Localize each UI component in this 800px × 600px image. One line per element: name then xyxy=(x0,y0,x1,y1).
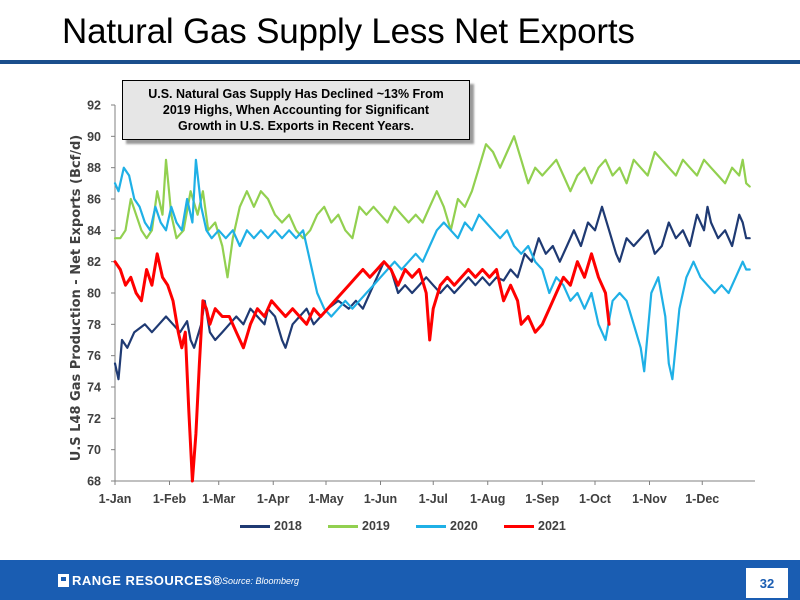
series-line-2019 xyxy=(113,135,751,279)
company-logo: RANGE RESOURCES® xyxy=(58,573,223,588)
series-line-2021 xyxy=(113,252,611,483)
chart-series-lines xyxy=(113,135,751,483)
x-tick-label: 1-Apr xyxy=(257,492,290,506)
series-line-2020 xyxy=(113,158,751,381)
x-tick-label: 1-Jul xyxy=(419,492,448,506)
legend-label: 2019 xyxy=(362,519,390,533)
chart-axes: 68 70 72 74 76 78 80 82 84 86 88 90 92 1-Jan 1-Feb 1-Ma… xyxy=(87,99,755,506)
source-note: Source: Bloomberg xyxy=(222,576,300,586)
y-tick-label: 88 xyxy=(87,161,101,175)
y-tick-label: 82 xyxy=(87,255,101,269)
series-line-2018 xyxy=(113,205,751,381)
y-tick-label: 92 xyxy=(87,99,101,113)
legend-item-2020: 2020 xyxy=(416,519,504,533)
callout-line-1: U.S. Natural Gas Supply Has Declined ~13… xyxy=(148,87,444,101)
x-tick-label: 1-Sep xyxy=(525,492,559,506)
x-tick-label: 1-Dec xyxy=(685,492,719,506)
x-tick-label: 1-Jun xyxy=(364,492,397,506)
title-underline xyxy=(0,60,800,64)
chart-legend: 2018 2019 2020 2021 xyxy=(240,519,592,533)
page-number: 32 xyxy=(746,568,788,598)
legend-swatch xyxy=(504,524,534,528)
x-tick-label: 1-Jan xyxy=(99,492,132,506)
legend-item-2018: 2018 xyxy=(240,519,328,533)
legend-label: 2020 xyxy=(450,519,478,533)
x-tick-label: 1-Mar xyxy=(202,492,235,506)
range-logo-icon xyxy=(58,574,69,587)
y-tick-label: 78 xyxy=(87,318,101,332)
footer-bar: RANGE RESOURCES® Source: Bloomberg xyxy=(0,560,800,600)
slide-title: Natural Gas Supply Less Net Exports xyxy=(62,12,635,51)
y-axis-label: U.S L48 Gas Production - Net Exports (Bc… xyxy=(69,135,84,461)
x-tick-label: 1-May xyxy=(308,492,343,506)
x-tick-label: 1-Oct xyxy=(579,492,612,506)
legend-label: 2018 xyxy=(274,519,302,533)
x-tick-label: 1-Aug xyxy=(470,492,505,506)
y-tick-label: 80 xyxy=(87,287,101,301)
legend-swatch xyxy=(416,524,446,528)
y-tick-label: 70 xyxy=(87,443,101,457)
company-name: RANGE RESOURCES® xyxy=(72,573,223,588)
legend-item-2019: 2019 xyxy=(328,519,416,533)
y-tick-label: 86 xyxy=(87,193,101,207)
callout-line-3: Growth in U.S. Exports in Recent Years. xyxy=(178,119,414,133)
legend-label: 2021 xyxy=(538,519,566,533)
legend-swatch xyxy=(328,524,358,528)
callout-box: U.S. Natural Gas Supply Has Declined ~13… xyxy=(122,80,470,140)
legend-swatch xyxy=(240,524,270,528)
callout-line-2: 2019 Highs, When Accounting for Signific… xyxy=(162,103,430,117)
y-tick-label: 74 xyxy=(87,381,101,395)
x-tick-label: 1-Nov xyxy=(632,492,667,506)
x-tick-label: 1-Feb xyxy=(153,492,187,506)
y-tick-label: 90 xyxy=(87,130,101,144)
legend-item-2021: 2021 xyxy=(504,519,592,533)
y-tick-label: 84 xyxy=(87,224,101,238)
y-tick-label: 76 xyxy=(87,349,101,363)
y-tick-label: 68 xyxy=(87,475,101,489)
line-chart: 68 70 72 74 76 78 80 82 84 86 88 90 92 1-Jan 1-Feb 1-Ma… xyxy=(69,99,755,506)
y-tick-label: 72 xyxy=(87,412,101,426)
